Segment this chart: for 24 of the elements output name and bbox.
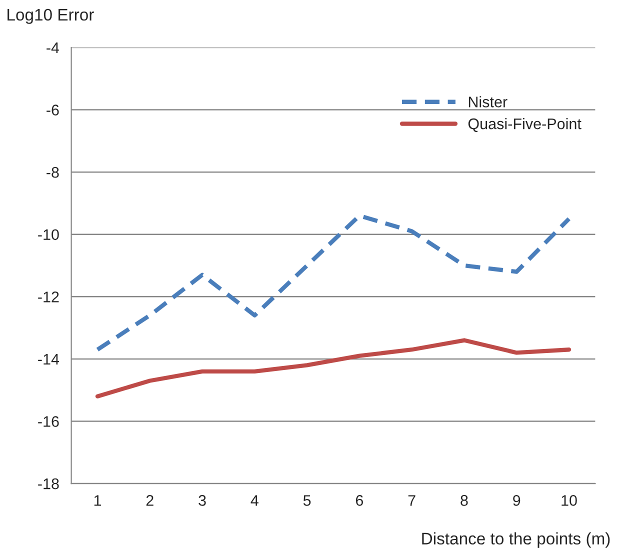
y-axis-title: Log10 Error [8,8,94,24]
line-series [95,338,572,398]
x-tick-label: 8 [460,495,468,506]
x-tick-label: 4 [250,495,258,506]
y-tick-label: -16 [38,416,59,427]
y-tick-label: -6 [46,104,59,116]
x-axis-title: Distance to the points (m) [422,532,610,548]
x-tick-label: 9 [513,495,520,506]
x-tick-label: 3 [198,495,206,506]
y-tick-label: -4 [46,42,60,54]
y-tick-label: -14 [38,354,60,364]
y-tick-label: -8 [46,166,59,178]
x-tick-label: 7 [408,495,416,506]
legend-label: Nister [468,96,508,108]
y-tick-label: -12 [38,292,59,302]
y-tick-label: -10 [38,229,59,240]
y-tick-label: -18 [38,478,59,490]
line-series [95,214,572,352]
x-tick-label: 6 [356,495,364,506]
x-tick-label: 1 [94,495,101,506]
x-tick-label: 10 [562,495,577,506]
legend-label: Quasi-Five-Point [468,118,582,132]
x-tick-label: 2 [146,495,154,506]
x-tick-label: 5 [303,495,311,506]
